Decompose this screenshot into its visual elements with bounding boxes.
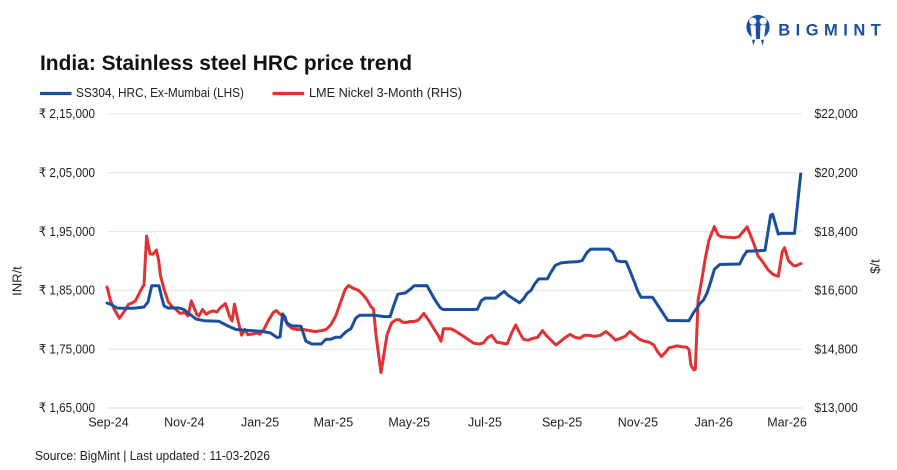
svg-text:$/t: $/t [868,259,883,274]
svg-text:Mar-26: Mar-26 [767,416,807,430]
svg-text:SS304, HRC, Ex-Mumbai (LHS): SS304, HRC, Ex-Mumbai (LHS) [76,85,244,100]
svg-text:May-25: May-25 [388,416,430,430]
svg-text:LME Nickel 3-Month (RHS): LME Nickel 3-Month (RHS) [309,85,462,100]
svg-text:India: Stainless steel HRC pri: India: Stainless steel HRC price trend [40,51,412,75]
svg-text:$16,600: $16,600 [815,283,858,298]
svg-text:$18,400: $18,400 [815,224,858,239]
svg-text:$20,200: $20,200 [815,165,858,180]
svg-text:₹ 1,75,000: ₹ 1,75,000 [39,341,95,356]
svg-text:₹ 2,15,000: ₹ 2,15,000 [39,106,95,121]
svg-text:Sep-25: Sep-25 [542,416,582,430]
svg-text:Nov-25: Nov-25 [618,416,658,430]
svg-text:Jan-26: Jan-26 [695,416,733,430]
svg-text:$22,000: $22,000 [815,106,858,121]
svg-text:$14,800: $14,800 [815,341,858,356]
svg-text:Jul-25: Jul-25 [468,416,502,430]
svg-text:₹ 1,65,000: ₹ 1,65,000 [39,400,95,415]
svg-text:Sep-24: Sep-24 [88,416,128,430]
svg-text:Nov-24: Nov-24 [164,416,204,430]
svg-text:Jan-25: Jan-25 [241,416,279,430]
svg-text:₹ 1,95,000: ₹ 1,95,000 [39,224,95,239]
svg-text:Source: BigMint | Last updated: Source: BigMint | Last updated : 11-03-2… [35,448,270,463]
svg-text:INR/t: INR/t [10,266,25,296]
svg-text:$13,000: $13,000 [815,400,858,415]
svg-text:₹ 2,05,000: ₹ 2,05,000 [39,165,95,180]
svg-text:Mar-25: Mar-25 [314,416,354,430]
svg-text:BIGMINT: BIGMINT [778,22,886,40]
svg-text:₹ 1,85,000: ₹ 1,85,000 [39,283,95,298]
